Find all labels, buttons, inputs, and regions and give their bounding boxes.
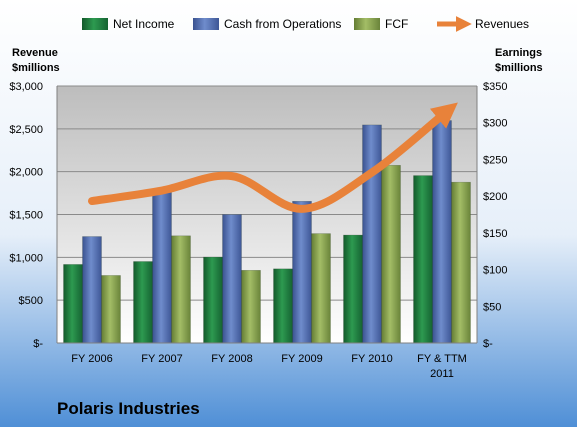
bar (171, 235, 191, 344)
right-axis-title: Earnings (495, 47, 542, 59)
right-tick-label: $250 (483, 154, 507, 166)
legend-swatch (354, 18, 380, 30)
x-tick-label: 2011 (430, 368, 454, 380)
right-tick-label: $350 (483, 81, 507, 93)
revenue-line (88, 102, 458, 213)
x-tick-label: FY 2010 (351, 353, 392, 365)
legend-label: Revenues (475, 17, 529, 31)
left-tick-label: $1,500 (9, 210, 43, 222)
right-tick-label: $100 (483, 265, 507, 277)
bar (82, 236, 102, 344)
left-tick-label: $500 (19, 295, 43, 307)
bar (63, 264, 83, 344)
right-tick-label: $300 (483, 118, 507, 130)
left-tick-label: $3,000 (9, 81, 43, 93)
bar (432, 120, 452, 344)
bar (362, 124, 382, 344)
x-tick-label: FY 2006 (71, 353, 112, 365)
bar (273, 268, 293, 344)
bar (343, 234, 363, 344)
bar (222, 214, 242, 344)
bar (311, 233, 331, 344)
bar (203, 256, 223, 344)
legend-label: Cash from Operations (224, 17, 341, 31)
x-tick-label: FY & TTM (417, 353, 467, 365)
legend-label: Net Income (113, 17, 175, 31)
left-tick-label: $- (33, 338, 43, 350)
bar (381, 165, 401, 344)
company-name: Polaris Industries (57, 399, 200, 418)
x-tick-label: FY 2009 (281, 353, 322, 365)
legend-label: FCF (385, 17, 408, 31)
x-tick-label: FY 2008 (211, 353, 252, 365)
left-tick-label: $1,000 (9, 252, 43, 264)
left-tick-label: $2,000 (9, 167, 43, 179)
x-tick-label: FY 2007 (141, 353, 182, 365)
bar (241, 270, 261, 344)
right-tick-label: $50 (483, 301, 501, 313)
bar (451, 181, 471, 344)
bar (292, 200, 312, 344)
right-axis-title: $millions (495, 62, 543, 74)
left-axis-title: $millions (12, 62, 60, 74)
right-tick-label: $150 (483, 228, 507, 240)
bar (133, 261, 153, 344)
bar (101, 275, 121, 344)
right-tick-label: $- (483, 338, 493, 350)
legend-swatch (193, 18, 219, 30)
left-axis-title: Revenue (12, 47, 58, 59)
right-tick-label: $200 (483, 191, 507, 203)
bar (152, 189, 172, 344)
legend-swatch (82, 18, 108, 30)
left-tick-label: $2,500 (9, 124, 43, 136)
bar (413, 175, 433, 344)
